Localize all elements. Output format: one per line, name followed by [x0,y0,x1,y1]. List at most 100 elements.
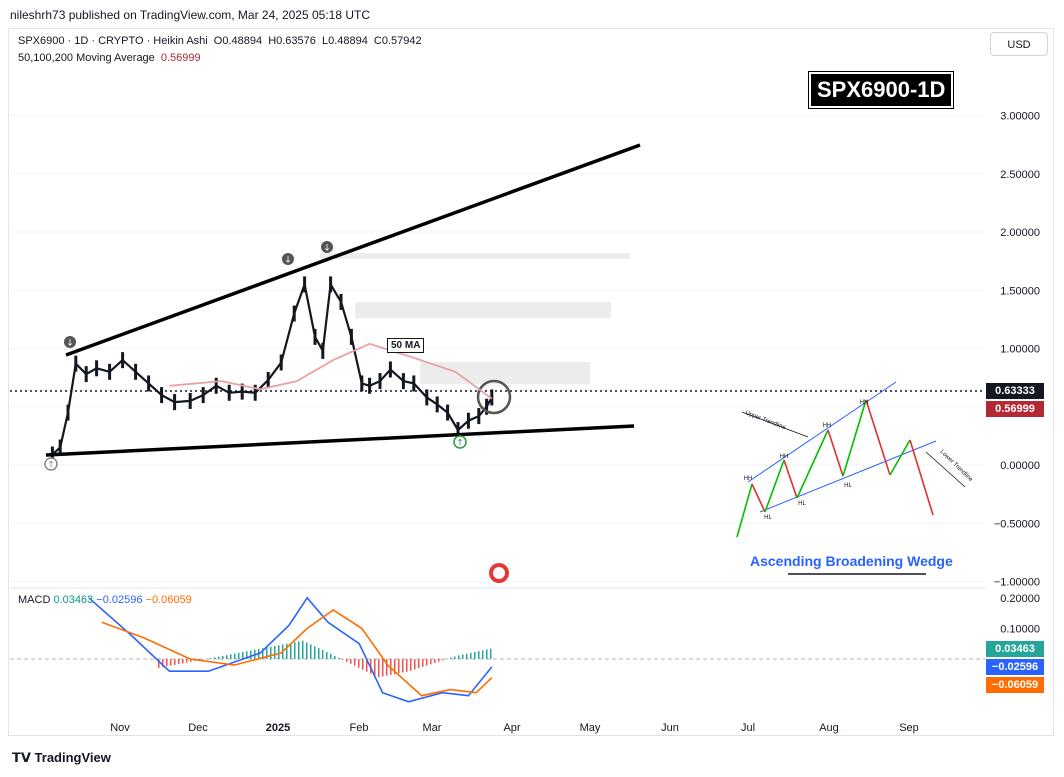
macd-histogram-bar [470,652,472,659]
currency-selector[interactable]: USD [990,32,1048,56]
macd-histogram-bar [162,659,164,668]
wedge-caption: Ascending Broadening Wedge [750,553,953,569]
macd-histogram-bar [442,659,444,661]
macd-histogram-bar [462,654,464,659]
ma-value: 0.56999 [160,52,201,64]
macd-histogram-bar [270,646,272,659]
macd-histogram-bar [246,651,248,659]
up-arrow-glyph: ↑ [456,439,464,449]
macd-histogram-bar [170,659,172,666]
macd-histogram-bar [426,659,428,666]
footer-text: TradingView [34,750,111,765]
price-tick-label: 2.00000 [1000,227,1040,239]
chart-title-box: SPX6900-1D [807,71,955,109]
macd-histogram-bar [406,659,408,672]
macd-histogram-bar [354,659,356,666]
macd-histogram-bar [222,655,224,659]
price-candle [490,389,494,406]
macd-line [88,596,493,703]
symbol-legend: SPX6900 · 1D · CRYPTO · Heikin Ashi O0.4… [18,35,425,47]
macd-pane: 0.20000 0.10000 [10,593,1040,703]
price-candle [84,366,88,383]
inset-down-leg [865,399,891,476]
macd-histogram-bar [482,650,484,659]
price-candle [329,276,333,293]
macd-histogram-bar [422,659,424,667]
price-candle [160,387,164,404]
down-arrow-icon [321,241,333,253]
inset-pivot-label: HL [844,483,852,489]
price-tick-label: −1.00000 [994,577,1040,589]
price-candle [456,422,460,439]
macd-histogram-bar [402,659,404,673]
macd-histogram-bar [314,646,316,659]
down-arrow-glyph: ↓ [284,256,292,266]
macd-histogram-bar [158,659,160,668]
macd-histogram-bar [242,652,244,659]
time-tick-label: Dec [188,722,208,734]
macd-histogram-bar [186,659,188,663]
price-candle [74,355,78,372]
inset-up-leg [796,429,829,499]
up-arrow-icon [44,457,58,471]
lower-trendline [45,424,635,457]
inset-pivot-label: HH [823,423,832,429]
ma-label: 50,100,200 Moving Average [18,52,155,64]
price-candle [485,398,489,415]
wedge-diagram: HH HL HH HL HH HL HH Upper Trendline Lower Trend… [736,381,974,575]
price-candle [349,328,353,345]
inset-down-leg [783,459,798,499]
price-candle [214,377,218,394]
price-candle [121,352,125,369]
price-candle [253,384,257,401]
time-tick-label: Aug [819,722,839,734]
flag-icon-inner [493,567,505,579]
inset-pivot-label: HL [798,501,806,507]
macd-histogram-bar [218,656,220,659]
macd-label: MACD [18,594,51,606]
macd-histogram-bar [334,655,336,659]
price-candle [477,408,481,425]
moving-average-line [169,342,493,400]
macd-histogram-bar [342,659,344,660]
highlight-circle [476,379,512,415]
tradingview-logo[interactable]: 𝗧𝗩 TradingView [12,750,111,766]
macd-histogram-bar [182,659,184,664]
macd-histogram-bar [346,659,348,662]
inset-lower-trendline [759,440,937,513]
resistance-zones [320,253,630,384]
up-arrow-glyph: ↑ [47,461,55,471]
price-candle [401,373,405,390]
price-candle [173,394,177,411]
price-candle [412,375,416,392]
price-candle [303,276,307,293]
price-tick-label: 2.50000 [1000,169,1040,181]
macd-histogram-bar [458,655,460,659]
macd-histogram-bar [350,659,352,664]
macd-histogram-bar [294,642,296,659]
inset-up-leg [736,483,753,538]
price-candle [188,392,192,409]
time-axis: Nov Dec 2025 Feb Mar Apr May Jun Jul Aug Sep [110,722,919,734]
resistance-zone [320,253,630,259]
macd-histogram-bar [466,653,468,659]
upper-trendline [65,143,641,357]
pivot-markers: ↓ ↓ ↓ ↑ ↑ [44,241,509,583]
macd-histogram-bar [274,645,276,659]
price-series [10,276,985,463]
inset-pivot-label: HH [860,400,869,406]
macd-histogram-bar [414,659,416,670]
price-candle [66,404,70,421]
macd-histogram-bar [306,642,308,659]
price-candle [108,363,112,380]
macd-signal-badge: −0.06059 [986,677,1044,693]
time-tick-label: Jun [661,722,679,734]
price-candle [378,373,382,390]
macd-histogram-bar [374,659,376,676]
price-candle [95,360,99,377]
macd-histogram-bar [250,650,252,659]
price-tick-label: 1.00000 [1000,344,1040,356]
price-candle [435,396,439,413]
macd-histogram-bar [454,656,456,659]
